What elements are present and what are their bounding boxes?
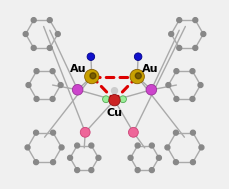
- Circle shape: [96, 155, 101, 160]
- Circle shape: [135, 73, 141, 79]
- Circle shape: [174, 69, 179, 74]
- Circle shape: [47, 46, 52, 50]
- Circle shape: [174, 130, 178, 135]
- Circle shape: [177, 46, 182, 50]
- Circle shape: [51, 160, 55, 165]
- Circle shape: [55, 32, 60, 36]
- Circle shape: [80, 127, 90, 137]
- Circle shape: [190, 97, 195, 101]
- Text: Cu: Cu: [106, 108, 123, 118]
- Circle shape: [191, 130, 195, 135]
- Circle shape: [149, 143, 154, 148]
- Circle shape: [34, 69, 39, 74]
- Circle shape: [31, 18, 36, 22]
- Circle shape: [190, 69, 195, 74]
- Circle shape: [165, 145, 170, 150]
- Circle shape: [89, 168, 94, 173]
- Circle shape: [51, 130, 55, 135]
- Circle shape: [109, 94, 120, 106]
- Circle shape: [169, 32, 174, 36]
- Circle shape: [149, 168, 154, 173]
- Circle shape: [128, 127, 138, 137]
- Circle shape: [201, 32, 206, 36]
- Circle shape: [31, 46, 36, 50]
- Circle shape: [156, 155, 161, 160]
- Text: Au: Au: [142, 64, 159, 74]
- Circle shape: [75, 168, 80, 173]
- Circle shape: [75, 143, 80, 148]
- Circle shape: [50, 97, 55, 101]
- Circle shape: [34, 160, 38, 165]
- Circle shape: [90, 73, 96, 79]
- Circle shape: [120, 96, 126, 103]
- Circle shape: [128, 155, 133, 160]
- Text: Au: Au: [70, 64, 87, 74]
- Circle shape: [23, 32, 28, 36]
- Circle shape: [166, 83, 171, 88]
- Circle shape: [177, 18, 182, 22]
- Circle shape: [68, 155, 73, 160]
- Circle shape: [174, 97, 179, 101]
- Circle shape: [191, 160, 195, 165]
- Circle shape: [134, 53, 142, 60]
- Circle shape: [193, 46, 198, 50]
- Circle shape: [135, 168, 140, 173]
- Circle shape: [135, 143, 140, 148]
- Circle shape: [34, 130, 38, 135]
- Circle shape: [50, 69, 55, 74]
- Circle shape: [174, 160, 178, 165]
- Circle shape: [193, 18, 198, 22]
- Circle shape: [34, 97, 39, 101]
- Circle shape: [199, 145, 204, 150]
- Circle shape: [103, 96, 109, 103]
- Circle shape: [26, 83, 31, 88]
- Circle shape: [72, 84, 83, 95]
- Circle shape: [25, 145, 30, 150]
- Circle shape: [112, 88, 117, 94]
- Circle shape: [87, 53, 95, 60]
- Circle shape: [47, 18, 52, 22]
- Circle shape: [59, 145, 64, 150]
- Circle shape: [146, 84, 157, 95]
- Circle shape: [85, 69, 99, 84]
- Circle shape: [89, 143, 94, 148]
- Circle shape: [58, 83, 63, 88]
- Circle shape: [198, 83, 203, 88]
- Circle shape: [130, 69, 144, 84]
